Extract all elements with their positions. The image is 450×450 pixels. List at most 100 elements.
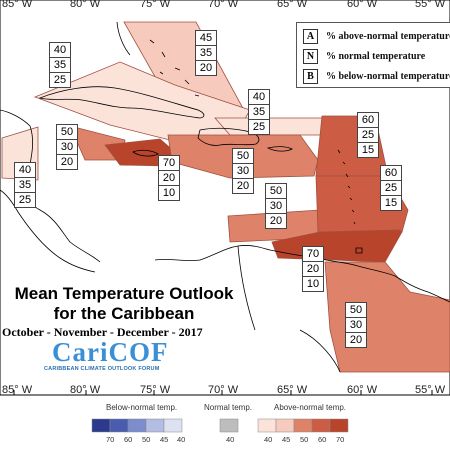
colorbar-below-swatch-0 <box>91 418 111 433</box>
lon-label-80w: 80° W <box>70 0 101 10</box>
colorbar-tick-below-50: 50 <box>142 435 151 444</box>
colorbar-tick-below-70: 70 <box>106 435 115 444</box>
lon-label-60w: 60° W <box>347 0 378 10</box>
prob-box-windward: 60 25 15 <box>380 165 402 211</box>
prob-below: 15 <box>384 197 398 209</box>
prob-below: 20 <box>236 180 250 192</box>
tick-marks <box>13 390 433 395</box>
legend-key-b: B <box>303 68 318 84</box>
prob-above: 60 <box>358 113 378 128</box>
colorbar-above-swatch-3 <box>311 418 331 433</box>
colorbar-tick-above-70: 70 <box>336 435 345 444</box>
prob-box-guianas: 50 30 20 <box>345 302 367 348</box>
colorbar-above-swatch-0 <box>257 418 277 433</box>
prob-below: 25 <box>18 194 32 206</box>
outlook-period: October - November - December - 2017 <box>2 325 203 339</box>
colorbar-tick-above-45: 45 <box>282 435 291 444</box>
colorbar-tick-below-40: 40 <box>177 435 186 444</box>
probability-legend: A % above-normal temperature N % normal … <box>296 22 450 88</box>
legend-key-n: N <box>303 48 318 64</box>
colorbar-below-swatch-1 <box>109 418 129 433</box>
colorbar-normal-swatch <box>219 418 239 433</box>
prob-normal: 25 <box>358 128 378 143</box>
lon-label-85w: 85° W <box>2 0 33 10</box>
prob-normal: 30 <box>233 164 253 179</box>
lon-label-65w: 65° W <box>277 0 308 10</box>
prob-box-jamaica-cayman: 50 30 20 <box>56 124 78 170</box>
prob-box-bahamas-north: 45 35 20 <box>195 30 217 76</box>
prob-normal: 25 <box>381 181 401 196</box>
prob-below: 15 <box>361 144 375 156</box>
legend-row-normal: N % normal temperature <box>303 48 425 64</box>
prob-normal: 20 <box>159 171 179 186</box>
prob-box-jamaica: 70 20 10 <box>158 155 180 201</box>
prob-below: 20 <box>269 215 283 227</box>
prob-box-leeward: 60 25 15 <box>357 112 379 158</box>
lon-label-75w-bottom: 75° W <box>140 384 171 396</box>
lon-label-70w-bottom: 70° W <box>208 384 239 396</box>
prob-box-puerto-rico: 50 30 20 <box>265 183 287 229</box>
colorbar-tick-below-45: 45 <box>160 435 169 444</box>
prob-above: 50 <box>233 149 253 164</box>
prob-above: 40 <box>50 43 70 58</box>
prob-below: 25 <box>252 121 266 133</box>
prob-normal: 20 <box>303 262 323 277</box>
prob-below: 10 <box>306 278 320 290</box>
prob-above: 40 <box>249 90 269 105</box>
map-title: Mean Temperature Outlook for the Caribbe… <box>4 284 244 324</box>
colorbar-tick-below-60: 60 <box>124 435 133 444</box>
colorbar-below-swatches <box>91 418 183 433</box>
prob-above: 50 <box>346 303 366 318</box>
caricof-logo-tagline: CARIBBEAN CLIMATE OUTLOOK FORUM <box>44 366 160 372</box>
prob-above: 45 <box>196 31 216 46</box>
prob-below: 10 <box>162 187 176 199</box>
prob-below: 25 <box>53 74 67 86</box>
prob-above: 70 <box>303 247 323 262</box>
prob-below: 20 <box>199 62 213 74</box>
prob-normal: 30 <box>266 199 286 214</box>
lon-label-55w: 55° W <box>415 0 446 10</box>
prob-normal: 35 <box>196 46 216 61</box>
colorbar-tick-above-50: 50 <box>300 435 309 444</box>
lon-label-65w-bottom: 65° W <box>277 384 308 396</box>
colorbar-below-swatch-4 <box>163 418 183 433</box>
title-line-2: for the Caribbean <box>53 304 195 323</box>
prob-above: 60 <box>381 166 401 181</box>
prob-box-hispaniola: 50 30 20 <box>232 148 254 194</box>
legend-key-a: A <box>303 28 318 44</box>
lon-label-80w-bottom: 80° W <box>70 384 101 396</box>
colorbar-normal-label: Normal temp. <box>204 403 253 412</box>
lon-label-60w-bottom: 60° W <box>347 384 378 396</box>
prob-box-cuba: 40 35 25 <box>49 42 71 88</box>
prob-normal: 30 <box>57 140 77 155</box>
colorbar-above-swatches <box>257 418 349 433</box>
legend-row-above: A % above-normal temperature <box>303 28 450 44</box>
prob-above: 50 <box>266 184 286 199</box>
prob-below: 20 <box>349 334 363 346</box>
colorbar-below-swatch-3 <box>145 418 165 433</box>
prob-above: 40 <box>15 163 35 178</box>
prob-above: 70 <box>159 156 179 171</box>
colorbar-tick-normal-40: 40 <box>226 435 235 444</box>
legend-text-normal: % normal temperature <box>326 50 426 62</box>
prob-normal: 35 <box>249 105 269 120</box>
colorbar-above-swatch-4 <box>329 418 349 433</box>
prob-normal: 30 <box>346 318 366 333</box>
colorbar-below-label: Below-normal temp. <box>106 403 178 412</box>
prob-box-hispaniola-north: 40 35 25 <box>248 89 270 135</box>
prob-normal: 35 <box>50 58 70 73</box>
lon-label-70w: 70° W <box>208 0 239 10</box>
prob-box-belize: 40 35 25 <box>14 162 36 208</box>
legend-row-below: B % below-normal temperature <box>303 68 450 84</box>
caricof-logo: CariCOF <box>52 337 169 367</box>
title-line-1: Mean Temperature Outlook <box>14 284 234 303</box>
colorbar-normal-swatch-0 <box>219 418 239 433</box>
lon-label-55w-bottom: 55° W <box>415 384 446 396</box>
colorbar-tick-above-60: 60 <box>318 435 327 444</box>
prob-above: 50 <box>57 125 77 140</box>
prob-box-southern-caribbean: 70 20 10 <box>302 246 324 292</box>
colorbar-above-swatch-1 <box>275 418 295 433</box>
lon-label-85w-bottom: 85° W <box>2 384 33 396</box>
